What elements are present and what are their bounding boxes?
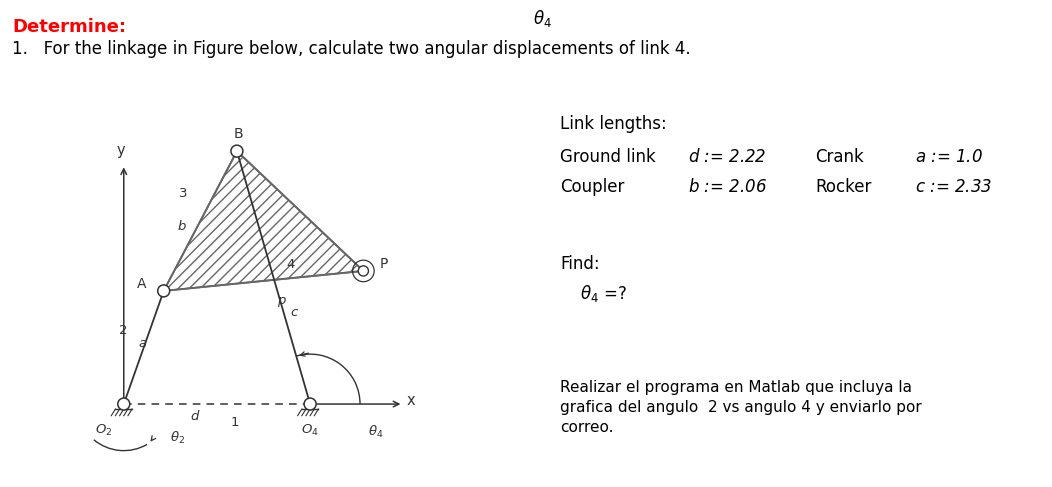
Circle shape: [359, 266, 368, 276]
Circle shape: [231, 145, 243, 157]
Text: $a$ := 1.0: $a$ := 1.0: [915, 148, 983, 166]
Text: $\theta_4$: $\theta_4$: [532, 8, 551, 29]
Text: $O_2$: $O_2$: [95, 423, 113, 438]
Text: $b$ := 2.06: $b$ := 2.06: [688, 178, 767, 196]
Text: grafica del angulo  2 vs angulo 4 y enviarlo por: grafica del angulo 2 vs angulo 4 y envia…: [560, 400, 922, 415]
Text: Realizar el programa en Matlab que incluya la: Realizar el programa en Matlab que inclu…: [560, 380, 912, 395]
Text: $\theta_2$: $\theta_2$: [170, 431, 185, 447]
Text: 1: 1: [230, 416, 239, 429]
Text: p: p: [277, 294, 285, 307]
Text: 3: 3: [179, 187, 188, 200]
Polygon shape: [164, 151, 363, 291]
Circle shape: [158, 285, 169, 297]
Text: $O_4$: $O_4$: [301, 423, 319, 438]
Circle shape: [118, 398, 129, 410]
Text: P: P: [379, 257, 387, 271]
Text: a: a: [139, 337, 147, 351]
Text: b: b: [178, 220, 186, 233]
Text: $d$ := 2.22: $d$ := 2.22: [688, 148, 766, 166]
Text: Coupler: Coupler: [560, 178, 625, 196]
Text: Link lengths:: Link lengths:: [560, 115, 667, 133]
Text: Ground link: Ground link: [560, 148, 655, 166]
Text: x: x: [407, 393, 416, 408]
Text: B: B: [234, 127, 243, 141]
Circle shape: [304, 398, 316, 410]
Text: Rocker: Rocker: [815, 178, 871, 196]
Text: $\theta_4$ =?: $\theta_4$ =?: [580, 283, 627, 304]
Text: c: c: [290, 306, 298, 319]
Text: 1.   For the linkage in Figure below, calculate two angular displacements of lin: 1. For the linkage in Figure below, calc…: [12, 40, 690, 58]
Text: Crank: Crank: [815, 148, 864, 166]
Text: d: d: [190, 410, 199, 423]
Text: A: A: [138, 277, 147, 291]
Text: $c$ := 2.33: $c$ := 2.33: [915, 178, 992, 196]
Text: 2: 2: [119, 324, 127, 337]
Text: $\theta_4$: $\theta_4$: [368, 424, 384, 440]
Text: y: y: [116, 143, 125, 158]
Text: correo.: correo.: [560, 420, 613, 435]
Text: Find:: Find:: [560, 255, 600, 273]
Text: Determine:: Determine:: [12, 18, 126, 36]
Text: 4: 4: [287, 258, 296, 271]
